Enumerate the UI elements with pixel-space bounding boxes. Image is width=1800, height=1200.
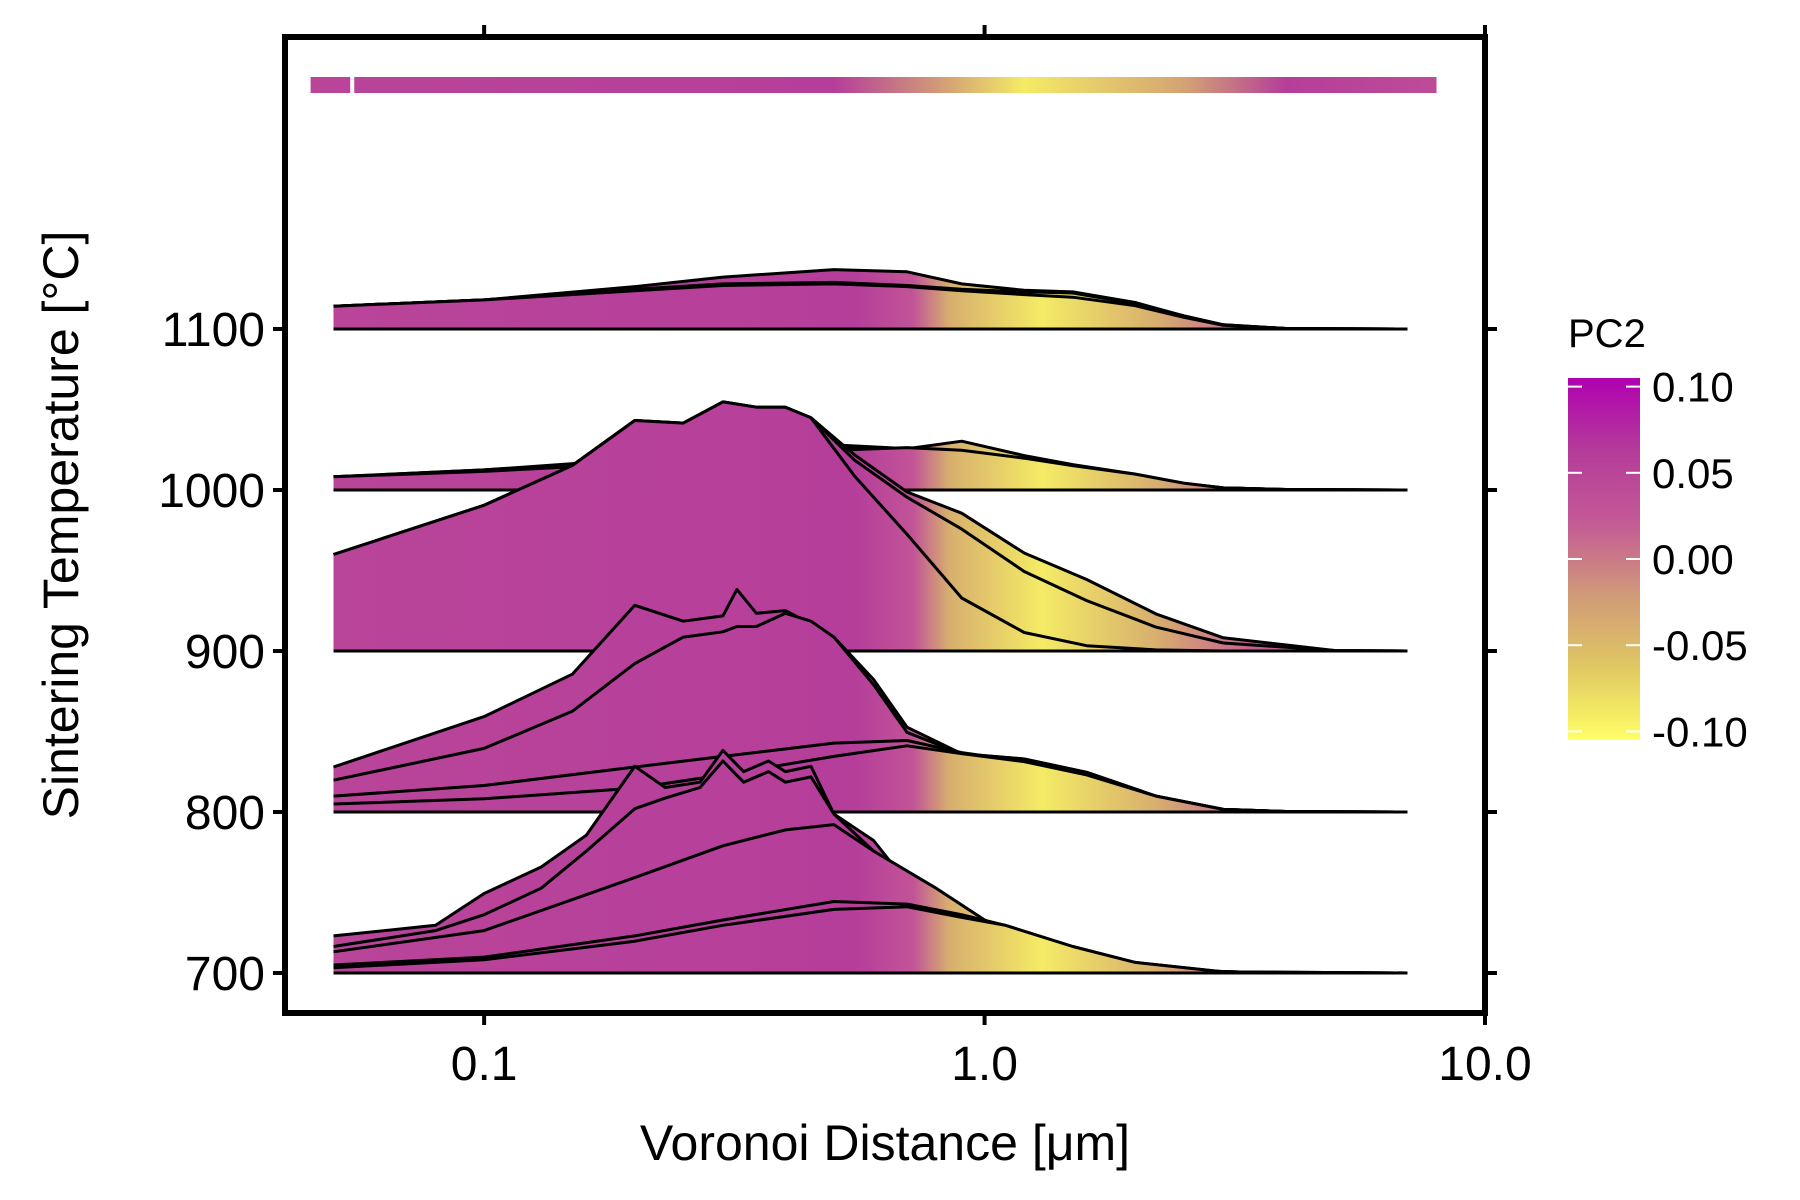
colorbar-tick-label: 0.10 — [1652, 364, 1734, 411]
x-tick-label: 10.0 — [1438, 1038, 1531, 1091]
axes: 0.1 1.0 10.0 700 800 900 1000 1100 — [158, 25, 1532, 1091]
ridge-line — [333, 282, 1408, 331]
x-axis-title: Voronoi Distance [μm] — [640, 1115, 1130, 1171]
ridge-group-1100 — [333, 268, 1408, 331]
ridge-area — [333, 906, 1408, 973]
ridge-area — [333, 283, 1408, 329]
y-tick-label: 800 — [185, 787, 265, 840]
ridge-area — [333, 824, 1408, 973]
ridge-group-700 — [333, 748, 1408, 975]
ridge-area — [333, 745, 1408, 812]
ridge-area — [333, 401, 1408, 651]
top-strip-gap — [350, 77, 355, 93]
ridge-group-900 — [333, 400, 1408, 653]
x-tick-label: 0.1 — [451, 1038, 518, 1091]
colorbar-tick-label: -0.05 — [1652, 622, 1748, 669]
colorbar-tick-label: 0.05 — [1652, 450, 1734, 497]
colorbar-tick-label: 0.00 — [1652, 536, 1734, 583]
y-tick-label: 900 — [185, 626, 265, 679]
ridge-area — [333, 613, 1408, 812]
y-axis-title: Sintering Temperature [°C] — [33, 231, 89, 820]
y-tick-label: 1000 — [158, 465, 265, 518]
ridge-line — [333, 905, 1408, 975]
x-tick-label: 1.0 — [951, 1038, 1018, 1091]
ridges — [333, 268, 1408, 975]
legend-title: PC2 — [1568, 312, 1646, 356]
y-tick-label: 1100 — [162, 304, 265, 357]
colorbar-tick-label: -0.10 — [1652, 708, 1748, 755]
top-strip — [310, 77, 1437, 93]
ridge-group-800 — [333, 587, 1408, 814]
y-tick-label: 700 — [185, 948, 265, 1001]
